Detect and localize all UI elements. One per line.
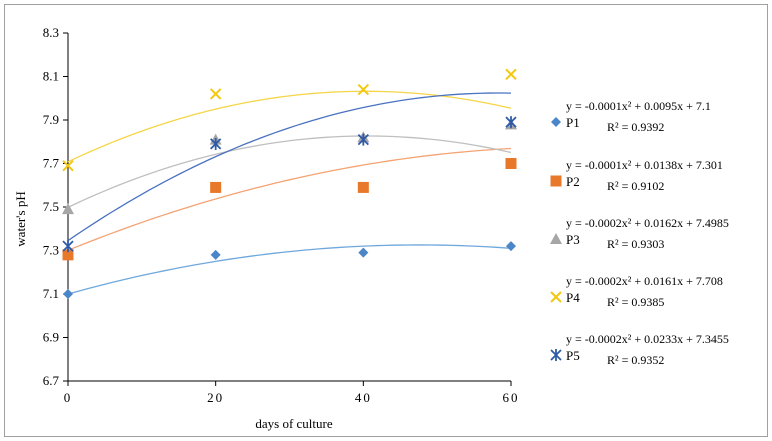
point-p4 — [505, 68, 517, 81]
x-marker-stroke — [209, 88, 222, 100]
trend-r2-p5: R² = 0.9352 — [607, 353, 664, 367]
point-p1 — [210, 249, 221, 260]
square-marker — [62, 249, 74, 261]
trendline-p3 — [67, 135, 512, 208]
trendline-p5 — [67, 92, 512, 242]
y-tick-label: 6.7 — [43, 373, 60, 388]
x-marker-stroke — [505, 68, 517, 81]
y-tick-label: 8.3 — [43, 25, 59, 40]
trend-r2-p4: R² = 0.9385 — [607, 295, 664, 309]
square-marker — [550, 175, 562, 187]
point-p5 — [210, 137, 222, 150]
x-tick-label: 20 — [207, 390, 224, 405]
legend-marker-p5 — [550, 349, 562, 361]
point-p5 — [357, 133, 369, 146]
point-p2 — [210, 181, 222, 193]
axes: 6.7 6.9 7.1 7.3 7.5 7.7 7.9 8.1 8.3 0 20 40 60 — [43, 25, 520, 405]
x-tick-label: 40 — [355, 390, 372, 405]
trendline-p1 — [67, 244, 512, 295]
trend-equation-p1: y = -0.0001x² + 0.0095x + 7.1 — [566, 99, 711, 113]
y-tick-label: 6.9 — [43, 330, 59, 345]
data-markers — [62, 68, 517, 299]
trend-equation-p2: y = -0.0001x² + 0.0138x + 7.301 — [566, 158, 723, 172]
triangle-marker — [550, 233, 562, 244]
trend-r2-p1: R² = 0.9392 — [607, 120, 664, 134]
square-marker — [505, 158, 517, 169]
point-p4 — [209, 88, 222, 100]
y-tick-label: 8.1 — [43, 69, 59, 84]
x-marker-stroke — [550, 291, 562, 303]
point-p1 — [506, 241, 516, 252]
x-tick-label: 60 — [503, 390, 520, 405]
point-p2 — [62, 249, 74, 261]
point-p5 — [62, 240, 74, 253]
point-p4 — [357, 83, 370, 96]
legend-marker-p4 — [550, 291, 562, 303]
trend-r2-p3: R² = 0.9303 — [607, 237, 664, 251]
trendlines — [67, 90, 512, 295]
point-p5 — [505, 116, 517, 129]
trend-equation-p5: y = -0.0002x² + 0.0233x + 7.3455 — [566, 332, 729, 346]
y-tick-label: 7.7 — [43, 156, 60, 171]
trend-equation-p4: y = -0.0002x² + 0.0161x + 7.708 — [566, 274, 723, 288]
y-tick-label: 7.1 — [43, 286, 59, 301]
ph-chart: 6.7 6.9 7.1 7.3 7.5 7.7 7.9 8.1 8.3 0 20 40 60 P1 y =… — [13, 25, 729, 431]
legend-marker-p2 — [550, 175, 562, 187]
legend-marker-p1 — [551, 117, 561, 127]
legend-label-p1: P1 — [566, 115, 580, 130]
x-tick-label: 0 — [64, 390, 73, 405]
point-p4 — [62, 159, 74, 172]
x-marker-stroke — [357, 83, 370, 96]
legend-label-p2: P2 — [566, 174, 580, 189]
square-marker — [210, 181, 222, 193]
y-axis-title: water's pH — [13, 191, 28, 246]
legend-label-p4: P4 — [566, 290, 580, 305]
point-p3 — [62, 203, 74, 215]
trendline-p2 — [67, 147, 512, 251]
y-tick-label: 7.9 — [43, 112, 59, 127]
diamond-marker — [506, 241, 516, 252]
diamond-marker — [358, 247, 369, 258]
point-p2 — [357, 181, 369, 193]
diamond-marker — [210, 249, 221, 260]
point-p2 — [505, 158, 517, 169]
trend-equation-p3: y = -0.0002x² + 0.0162x + 7.4985 — [566, 216, 729, 230]
trend-r2-p2: R² = 0.9102 — [607, 179, 664, 193]
diamond-marker — [63, 289, 73, 299]
y-tick-label: 7.5 — [43, 199, 59, 214]
point-p1 — [358, 247, 369, 258]
x-marker-stroke — [62, 159, 74, 172]
diamond-marker — [551, 117, 561, 127]
legend-marker-p3 — [550, 233, 562, 244]
trendline-p4 — [67, 90, 512, 163]
y-tick-label: 7.3 — [43, 243, 59, 258]
x-axis-title: days of culture — [255, 416, 332, 431]
chart-frame: 6.7 6.9 7.1 7.3 7.5 7.7 7.9 8.1 8.3 0 20 40 60 P1 y =… — [4, 4, 768, 437]
square-marker — [357, 181, 369, 193]
legend: P1 y = -0.0001x² + 0.0095x + 7.1 R² = 0.93… — [550, 99, 729, 367]
triangle-marker — [62, 203, 74, 215]
point-p1 — [63, 289, 73, 299]
legend-label-p3: P3 — [566, 232, 580, 247]
legend-label-p5: P5 — [566, 348, 580, 363]
